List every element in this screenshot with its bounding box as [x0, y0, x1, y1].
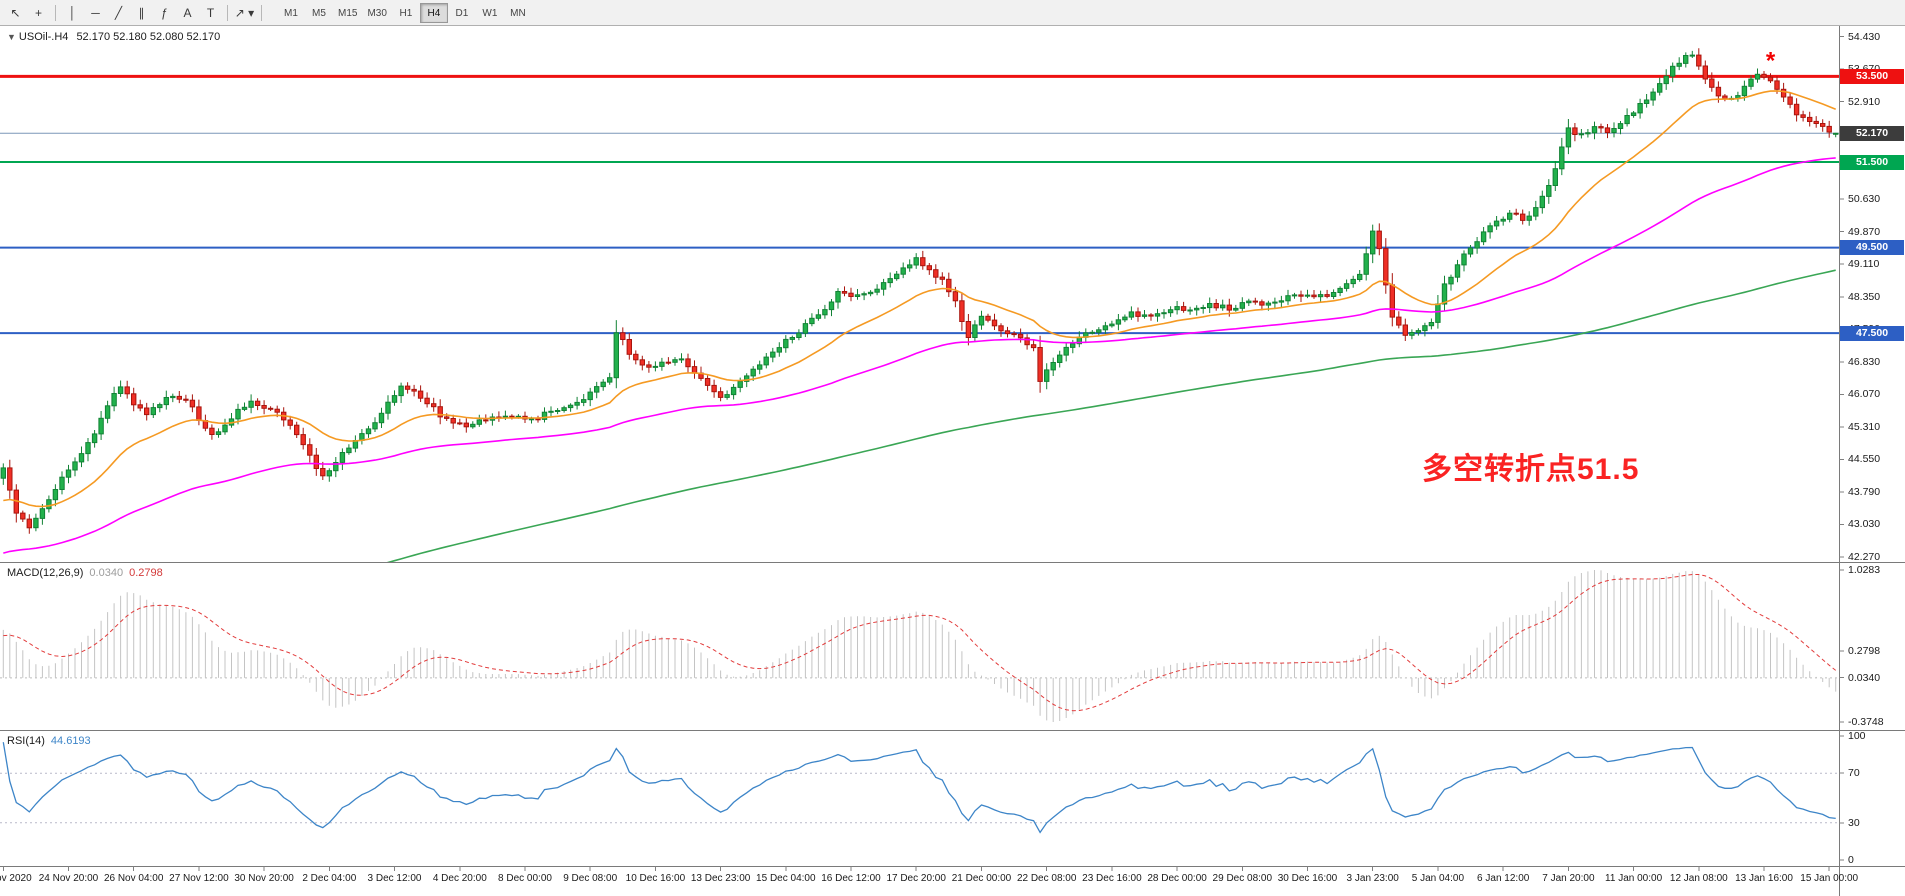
time-axis-label: 16 Dec 12:00	[821, 873, 881, 884]
toolbar: ↖ + │ ─ ╱ ∥ ƒ A T ↗ ▾ M1 M5 M15 M30 H1 H4 D1 W1 MN	[0, 0, 1905, 26]
toolbar-separator	[261, 4, 262, 21]
rsi-axis-tick-label: 70	[1848, 767, 1860, 780]
price-axis-tick-label: 46.830	[1848, 355, 1881, 368]
timeframe-button-MN[interactable]: MN	[510, 7, 526, 19]
time-axis-label: 17 Dec 20:00	[886, 873, 946, 884]
price-axis-tick-label: 48.350	[1848, 290, 1881, 303]
text-tool-button[interactable]: A	[183, 6, 192, 20]
price-level-badge-49.500: 49.500	[1840, 240, 1904, 256]
time-axis-label: 3 Jan 23:00	[1346, 873, 1399, 884]
price-axis-tick-label: 50.630	[1848, 193, 1881, 206]
time-axis-label: 30 Nov 20:00	[234, 873, 294, 884]
sell-marker-icon: *	[1766, 47, 1776, 74]
macd-axis-tick-label: 0.0340	[1848, 671, 1881, 684]
timeframe-button-M30[interactable]: M30	[367, 7, 387, 19]
time-axis-label: 30 Dec 16:00	[1277, 873, 1338, 884]
time-axis-label: 2 Dec 04:00	[302, 873, 357, 884]
drawing-tools-group: ↖ + │ ─ ╱ ∥ ƒ A T ↗ ▾	[4, 2, 256, 23]
price-axis-tick-label: 43.790	[1848, 485, 1881, 498]
timeframe-button-M15[interactable]: M15	[338, 7, 358, 19]
rsi-indicator-label-row: RSI(14) 44.6193	[7, 735, 91, 747]
time-axis-label: 28 Dec 00:00	[1147, 873, 1207, 884]
price-axis-tick-label: 52.910	[1848, 95, 1881, 108]
macd-indicator-label-row: MACD(12,26,9) 0.0340 0.2798	[7, 567, 163, 579]
price-axis-tick-label: 54.430	[1848, 30, 1881, 43]
time-axis-label: 13 Dec 23:00	[690, 873, 751, 884]
rsi-axis-tick-label: 0	[1848, 854, 1854, 866]
macd-axis-tick-label: -0.3748	[1848, 716, 1884, 728]
toolbar-separator	[227, 4, 228, 21]
price-axis-tick-label: 49.110	[1848, 258, 1880, 271]
timeframe-button-W1[interactable]: W1	[482, 7, 498, 19]
ohlc-values: 52.170 52.180 52.080 52.170	[76, 31, 221, 43]
time-axis-label: 13 Jan 16:00	[1735, 873, 1793, 884]
vertical-line-tool-button[interactable]: │	[68, 6, 77, 20]
time-axis-label: 5 Jan 04:00	[1411, 873, 1465, 884]
time-axis-label: 10 Dec 16:00	[625, 873, 686, 884]
rsi-axis-tick-label: 100	[1848, 730, 1866, 742]
timeframe-button-M5[interactable]: M5	[312, 7, 326, 19]
time-axis-label: 15 Jan 00:00	[1800, 873, 1859, 884]
timeframe-button-M1[interactable]: M1	[284, 7, 298, 19]
time-axis-label: 23 Nov 2020	[0, 873, 32, 884]
timeframe-button-D1[interactable]: D1	[455, 7, 469, 19]
time-axis-label: 23 Dec 16:00	[1082, 873, 1142, 884]
time-axis-label: 22 Dec 08:00	[1016, 873, 1077, 884]
price-level-badge-53.500: 53.500	[1840, 68, 1904, 84]
macd-axis-tick-label: 1.0283	[1848, 564, 1881, 576]
time-axis-label: 3 Dec 12:00	[367, 873, 422, 884]
text-label-tool-button[interactable]: T	[206, 6, 215, 20]
macd-signal-value: 0.2798	[129, 567, 163, 579]
time-axis-label: 21 Dec 00:00	[951, 873, 1012, 884]
horizontal-line-tool-button[interactable]: ─	[91, 6, 100, 20]
time-axis-label: 9 Dec 08:00	[563, 873, 618, 884]
crosshair-tool-button[interactable]: +	[34, 6, 42, 20]
time-axis-label: 26 Nov 04:00	[103, 873, 164, 884]
time-axis-label: 27 Nov 12:00	[169, 873, 229, 884]
macd-indicator-name: MACD(12,26,9)	[7, 567, 84, 579]
macd-axis-tick-label: 0.2798	[1848, 645, 1881, 658]
toolbar-separator	[55, 4, 56, 21]
equidistant-channel-tool-button[interactable]: ∥	[138, 6, 145, 20]
symbol-name: USOil-.H4	[18, 31, 69, 43]
macd-main-value: 0.0340	[89, 567, 124, 579]
price-axis-tick-label: 43.030	[1848, 518, 1881, 531]
chart-symbol-ohlc-row: ▼ USOil-.H4 52.170 52.180 52.080 52.170	[7, 31, 220, 43]
price-axis-tick-label: 45.310	[1848, 420, 1881, 433]
symbol-dropdown-caret-icon[interactable]: ▼	[7, 32, 16, 42]
rsi-axis-tick-label: 30	[1848, 816, 1860, 829]
timeframe-button-H4[interactable]: H4	[419, 2, 448, 23]
time-axis-label: 8 Dec 00:00	[498, 873, 552, 884]
fibonacci-retracement-tool-button[interactable]: ƒ	[161, 6, 168, 20]
time-axis-label: 11 Jan 00:00	[1605, 873, 1663, 884]
price-level-badge-47.500: 47.500	[1840, 325, 1904, 341]
price-level-badge-52.170: 52.170	[1840, 125, 1904, 141]
price-axis-tick-label: 42.270	[1848, 550, 1881, 563]
time-axis-label: 12 Jan 08:00	[1669, 873, 1728, 884]
price-axis-tick-label: 44.550	[1848, 453, 1881, 466]
time-axis-label: 24 Nov 20:00	[38, 873, 99, 884]
time-axis-label: 6 Jan 12:00	[1477, 873, 1530, 884]
timeframe-button-H1[interactable]: H1	[399, 7, 413, 19]
timeframe-group: M1 M5 M15 M30 H1 H4 D1 W1 MN	[277, 2, 532, 23]
time-axis-label: 15 Dec 04:00	[756, 873, 816, 884]
price-level-badge-51.500: 51.500	[1840, 154, 1904, 170]
cursor-tool-button[interactable]: ↖	[10, 6, 21, 20]
time-axis-label: 4 Dec 20:00	[432, 873, 487, 884]
price-axis-tick-label: 46.070	[1848, 388, 1881, 401]
time-axis-label: 7 Jan 20:00	[1542, 873, 1595, 884]
trendline-tool-button[interactable]: ╱	[114, 6, 123, 20]
time-axis-label: 29 Dec 08:00	[1212, 873, 1273, 884]
rsi-value: 44.6193	[50, 735, 91, 747]
chart-annotation-text: 多空转折点51.5	[1422, 453, 1640, 486]
arrows-tool-button[interactable]: ↗ ▾	[234, 6, 255, 20]
price-axis-tick-label: 49.870	[1848, 225, 1881, 238]
rsi-indicator-name: RSI(14)	[7, 735, 45, 747]
